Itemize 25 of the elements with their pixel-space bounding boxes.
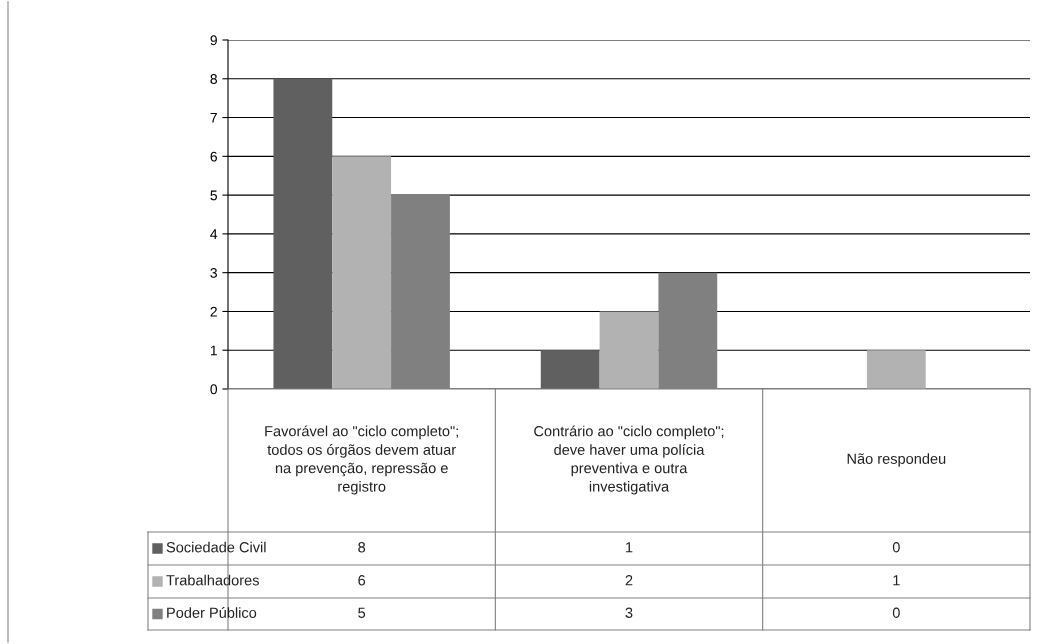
data-label: 1: [893, 575, 900, 586]
data-label: 0: [892, 607, 900, 618]
data-label: 0: [892, 542, 900, 553]
data-label: 5: [358, 607, 366, 618]
legend-label: Poder Público: [167, 607, 257, 618]
data-label: 3: [625, 607, 633, 618]
y-tick-label: 2: [210, 306, 217, 317]
y-tick-label: 4: [210, 229, 218, 239]
legend-label: Trabalhadores: [166, 574, 259, 586]
x-tick-label: Favorável ao "ciclo completo"; todos os órgãos devem atuar na prevenção, repressão e registro: [265, 425, 458, 495]
y-tick-label: 5: [210, 190, 217, 201]
y-tick-label: 6: [210, 151, 217, 162]
data-label: 2: [625, 575, 633, 586]
y-tick-label: 7: [210, 113, 217, 123]
y-tick-label: 8: [210, 74, 217, 84]
y-tick-label: 0: [210, 384, 218, 395]
data-label: 1: [626, 542, 633, 553]
x-tick-label: Contrário ao "ciclo completo"; deve haver uma polícia preventiva e outra investigativa: [534, 425, 724, 495]
x-tick-label: Não respondeu: [847, 453, 946, 467]
y-tick-label: 3: [210, 268, 217, 278]
legend-label: Sociedade Civil: [166, 541, 266, 553]
data-label: 6: [358, 575, 366, 586]
y-tick-label: 9: [210, 35, 217, 46]
data-label: 8: [358, 542, 366, 553]
y-tick-label: 1: [210, 345, 217, 356]
